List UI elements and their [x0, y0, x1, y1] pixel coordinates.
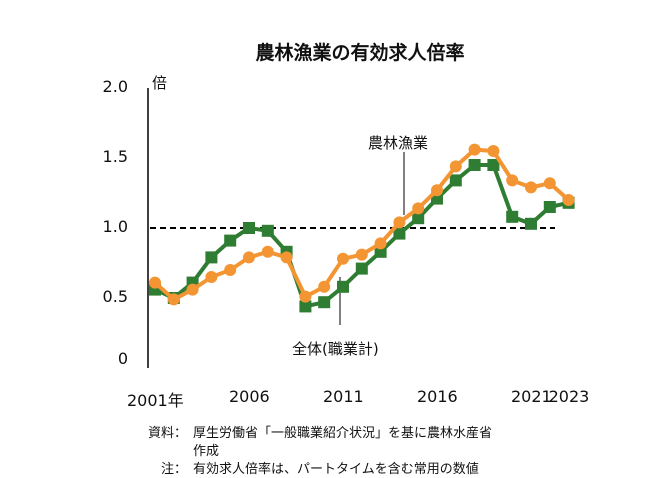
data-point [318, 296, 331, 309]
x-tick-label: 2021 [511, 387, 552, 406]
data-point [224, 234, 237, 247]
x-tick-label: 2006 [229, 387, 270, 406]
data-point [299, 290, 312, 303]
data-point [543, 201, 556, 213]
data-point [261, 245, 274, 258]
data-point [205, 251, 218, 264]
data-point [299, 300, 312, 313]
y-axis-label: 倍 [152, 74, 168, 92]
series-line-0 [154, 163, 570, 309]
x-tick-label: 2023 [548, 387, 590, 406]
data-point [243, 222, 255, 234]
data-point [562, 194, 575, 206]
data-point [167, 293, 180, 306]
data-point [431, 184, 443, 197]
y-tick-label: 2.0 [102, 77, 128, 96]
series-label-total: 全体(職業計) [292, 340, 379, 358]
x-tick-label: 2001年 [127, 391, 184, 410]
source-text: 厚生労働省「一般職業紹介状況」を基に農林水産省 [193, 426, 493, 441]
data-point [525, 181, 537, 194]
chart-title: 農林漁業の有効求人倍率 [255, 42, 465, 64]
data-point [449, 160, 462, 173]
data-point [280, 251, 293, 264]
data-point [449, 174, 462, 187]
data-point [393, 227, 406, 240]
y-tick-label: 1.0 [102, 217, 128, 236]
data-point [318, 280, 331, 293]
data-point [243, 251, 255, 264]
data-point [355, 262, 368, 275]
data-point [374, 237, 387, 250]
data-point [525, 217, 537, 230]
data-point [468, 159, 481, 171]
x-tick-label: 2016 [417, 387, 458, 406]
x-tick-label: 2011 [323, 387, 364, 406]
data-point [337, 252, 349, 265]
note-text: 有効求人倍率は、パートタイムを含む常用の数値 [193, 462, 479, 477]
source-text-cont: 作成 [193, 444, 220, 459]
y-tick-label: 0.5 [102, 287, 128, 306]
data-point [374, 245, 387, 258]
data-point [506, 210, 519, 223]
data-point [412, 202, 425, 215]
data-point [355, 248, 368, 261]
note-label: 注： [161, 462, 188, 477]
data-point [487, 145, 500, 157]
data-point [205, 271, 218, 283]
data-point [543, 177, 556, 190]
data-point [224, 264, 237, 276]
data-point [506, 174, 519, 187]
data-point [468, 143, 481, 156]
y-tick-label: 0 [117, 349, 128, 368]
data-point [149, 276, 161, 289]
series-label-farm: 農林漁業 [368, 134, 429, 152]
data-point [487, 159, 500, 171]
data-point [186, 283, 199, 296]
data-point [393, 216, 406, 229]
source-label: 資料： [148, 426, 188, 441]
data-point [337, 280, 349, 293]
y-tick-label: 1.5 [102, 147, 128, 166]
data-point [261, 224, 274, 237]
data-point [412, 212, 425, 225]
